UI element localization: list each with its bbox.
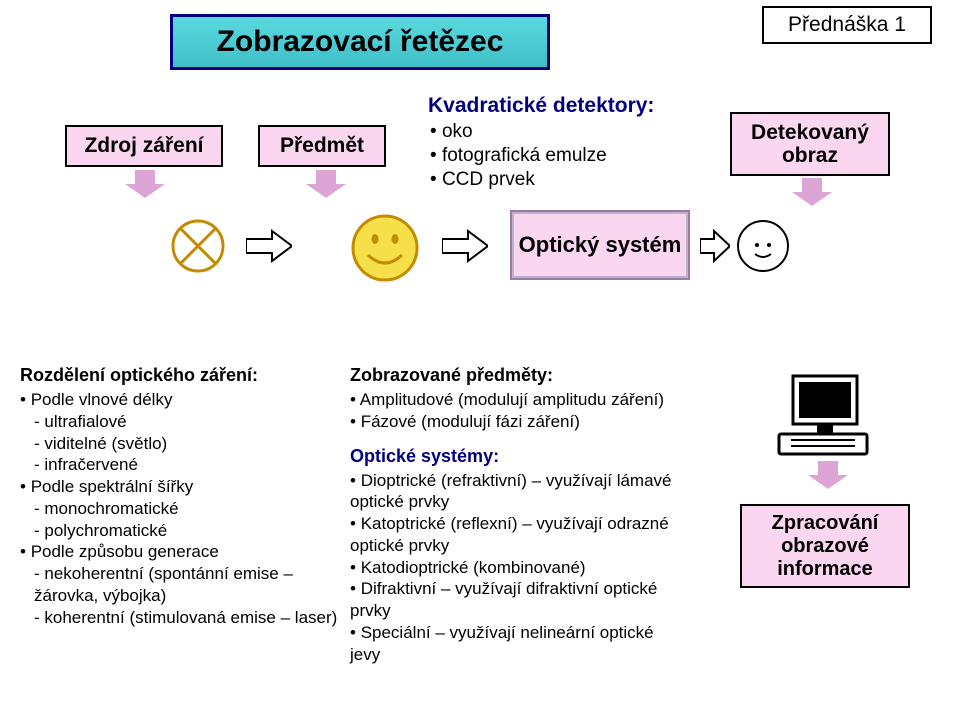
computer-icon bbox=[775, 372, 871, 458]
arrow-down-icon bbox=[792, 192, 832, 206]
mid-col-head2: Optické systémy: bbox=[350, 445, 680, 468]
list-item: Podle vlnové délky bbox=[20, 389, 340, 411]
box-object-label: Předmět bbox=[280, 134, 364, 158]
list-subitem: polychromatické bbox=[34, 520, 340, 542]
list-item: Podle spektrální šířky bbox=[20, 476, 340, 498]
detectors-item: CCD prvek bbox=[430, 168, 698, 192]
box-optical-system: Optický systém bbox=[510, 210, 690, 280]
box-detected-image: Detekovaný obraz bbox=[730, 112, 890, 176]
title-box: Zobrazovací řetězec bbox=[170, 14, 550, 70]
detectors-title: Kvadratické detektory: bbox=[428, 94, 698, 118]
left-col-head: Rozdělení optického záření: bbox=[20, 364, 340, 387]
arrow-down-icon bbox=[125, 184, 165, 198]
list-subitem: koherentní (stimulovaná emise – laser) bbox=[34, 607, 340, 629]
mid-col-head1: Zobrazované předměty: bbox=[350, 364, 680, 387]
box-optical-system-label: Optický systém bbox=[519, 232, 682, 258]
list-subitem: nekoherentní (spontánní emise – žárovka,… bbox=[34, 563, 340, 607]
detectors-list: oko fotografická emulze CCD prvek bbox=[430, 120, 698, 191]
detectors-block: Kvadratické detektory: oko fotografická … bbox=[428, 94, 698, 191]
list-item: Amplitudové (modulují amplitudu záření) bbox=[350, 389, 680, 411]
list-item: Fázové (modulují fázi záření) bbox=[350, 411, 680, 433]
smiley-icon bbox=[350, 213, 420, 283]
arrow-right-icon bbox=[700, 229, 730, 263]
stage: { "title": "Zobrazovací řetězec", "lectu… bbox=[0, 0, 960, 727]
list-item: Dioptrické (refraktivní) – využívají lám… bbox=[350, 470, 680, 514]
title-text: Zobrazovací řetězec bbox=[217, 25, 504, 59]
detected-icon bbox=[735, 218, 791, 274]
light-source-icon bbox=[170, 218, 226, 274]
left-column: Rozdělení optického záření: Podle vlnové… bbox=[20, 364, 340, 628]
list-subitem: infračervené bbox=[34, 454, 340, 476]
arrow-right-icon bbox=[442, 229, 488, 263]
list-subitem: viditelné (světlo) bbox=[34, 433, 340, 455]
arrow-down-icon bbox=[306, 184, 346, 198]
list-item: Difraktivní – využívají difraktivní opti… bbox=[350, 578, 680, 622]
box-object: Předmět bbox=[258, 125, 386, 167]
lecture-text: Přednáška 1 bbox=[788, 13, 906, 37]
box-processing-label: Zpracování obrazové informace bbox=[742, 512, 908, 581]
list-item: Speciální – využívají nelineární optické… bbox=[350, 622, 680, 666]
arrow-right-icon bbox=[246, 229, 292, 263]
box-source-label: Zdroj záření bbox=[84, 134, 203, 158]
list-subitem: monochromatické bbox=[34, 498, 340, 520]
list-item: Katoptrické (reflexní) – využívají odraz… bbox=[350, 513, 680, 557]
list-item: Katodioptrické (kombinované) bbox=[350, 557, 680, 579]
detectors-item: oko bbox=[430, 120, 698, 144]
arrow-down-icon bbox=[808, 475, 848, 489]
middle-column: Zobrazované předměty: Amplitudové (modul… bbox=[350, 364, 680, 665]
lecture-box: Přednáška 1 bbox=[762, 6, 932, 44]
box-detected-image-label: Detekovaný obraz bbox=[732, 121, 888, 167]
list-subitem: ultrafialové bbox=[34, 411, 340, 433]
detectors-item: fotografická emulze bbox=[430, 144, 698, 168]
list-item: Podle způsobu generace bbox=[20, 541, 340, 563]
box-source: Zdroj záření bbox=[65, 125, 223, 167]
box-processing: Zpracování obrazové informace bbox=[740, 504, 910, 588]
